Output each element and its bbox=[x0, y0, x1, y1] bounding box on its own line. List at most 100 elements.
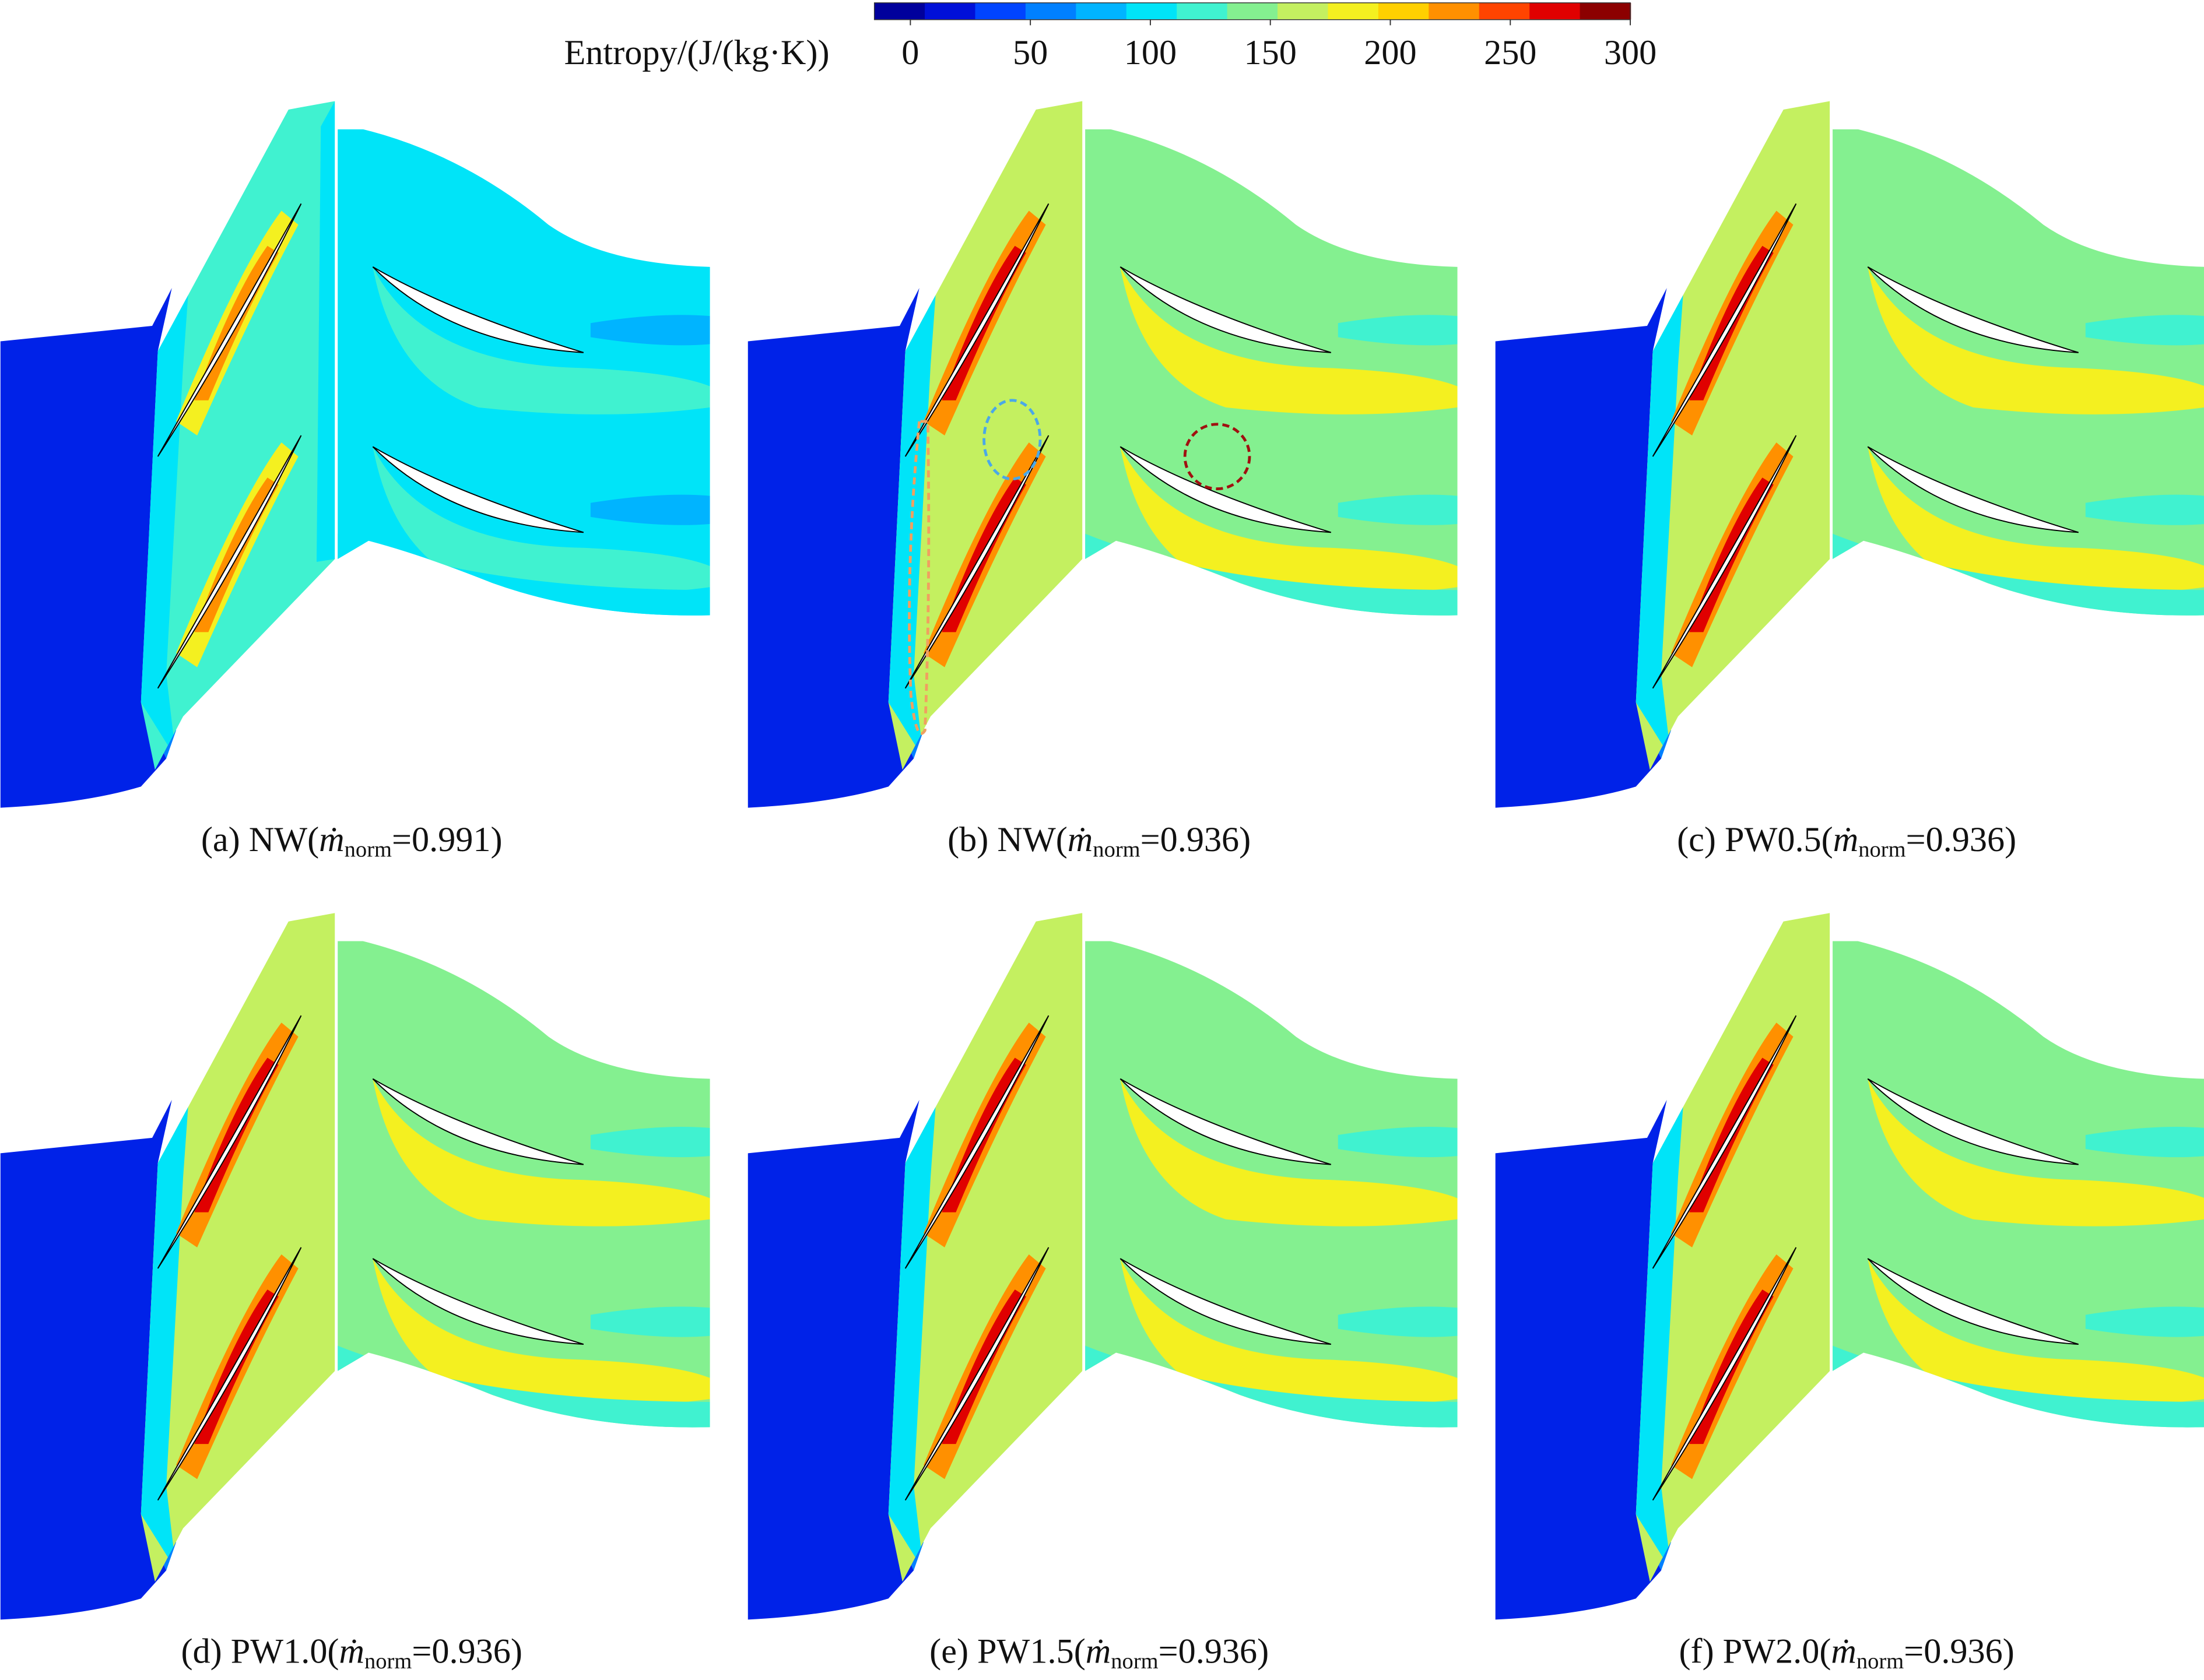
caption-symbol: ṁ bbox=[319, 820, 345, 859]
rotor-wake bbox=[1811, 913, 1830, 1374]
contour-panel: (d) PW1.0(ṁnorm=0.936) bbox=[0, 913, 710, 1674]
caption-prefix: (c) PW0.5( bbox=[1677, 820, 1833, 859]
colorbar-tick-label: 200 bbox=[1364, 33, 1416, 72]
contour-panel: (a) NW(ṁnorm=0.991) bbox=[0, 101, 710, 862]
stator-streak bbox=[1338, 1127, 1458, 1158]
stator-blade bbox=[1119, 1258, 1332, 1345]
stator-wake bbox=[1120, 1259, 1458, 1407]
rotor-wake bbox=[1064, 913, 1083, 1374]
rotor-blade bbox=[904, 203, 1050, 457]
panel-caption: (e) PW1.5(ṁnorm=0.936) bbox=[929, 1632, 1269, 1673]
panels: (a) NW(ṁnorm=0.991) (b) NW(ṁnorm=0.936) (c… bbox=[0, 101, 2204, 1674]
colorbar-segment bbox=[1126, 2, 1178, 20]
stator-wake bbox=[373, 447, 710, 595]
contour-panel: (e) PW1.5(ṁnorm=0.936) bbox=[747, 913, 1458, 1674]
colorbar-tick-label: 250 bbox=[1484, 33, 1536, 72]
caption-suffix: =0.936) bbox=[1904, 1632, 2015, 1671]
colorbar: 0 50 100 150 200 250 300 bbox=[873, 2, 1656, 72]
inlet-region bbox=[1495, 287, 1667, 808]
inlet-region bbox=[1495, 1099, 1667, 1620]
caption-prefix: (b) NW( bbox=[947, 820, 1068, 859]
caption-prefix: (f) PW2.0( bbox=[1679, 1632, 1831, 1671]
panel-caption: (f) PW2.0(ṁnorm=0.936) bbox=[1679, 1632, 2014, 1673]
rotor-wake bbox=[316, 101, 335, 562]
caption-subscript: norm bbox=[1858, 837, 1905, 862]
stator-domain bbox=[338, 129, 710, 616]
caption-suffix: =0.936) bbox=[1906, 820, 2017, 859]
stator-streak bbox=[590, 1127, 710, 1158]
rotor-blade bbox=[157, 435, 302, 689]
rotor-blade bbox=[1652, 1015, 1797, 1269]
caption-subscript: norm bbox=[345, 837, 392, 862]
colorbar-segment bbox=[1580, 2, 1631, 20]
annotation-circle bbox=[1183, 423, 1251, 490]
stator-blade bbox=[1119, 1078, 1332, 1165]
contour-panel: (c) PW0.5(ṁnorm=0.936) bbox=[1495, 101, 2204, 862]
stator-streak bbox=[590, 1306, 710, 1337]
rotor-domain bbox=[888, 913, 1083, 1582]
stator-blade bbox=[372, 1078, 584, 1165]
colorbar-segment bbox=[1328, 2, 1380, 20]
caption-prefix: (a) NW( bbox=[201, 820, 319, 859]
rotor-wake bbox=[1811, 101, 1830, 562]
stator-domain bbox=[1833, 129, 2204, 616]
panel-caption: (a) NW(ṁnorm=0.991) bbox=[201, 820, 503, 862]
rotor-edge bbox=[1636, 1078, 1686, 1571]
rotor-wake bbox=[1064, 101, 1083, 562]
colorbar-segment bbox=[975, 2, 1027, 20]
stator-wake bbox=[1120, 447, 1458, 595]
caption-suffix: =0.936) bbox=[412, 1632, 522, 1671]
stator-wake bbox=[373, 1078, 710, 1226]
stator-wake bbox=[1120, 266, 1458, 414]
annotation-circle bbox=[982, 399, 1042, 481]
stator-streak bbox=[1338, 1306, 1458, 1337]
stator-wake bbox=[373, 266, 710, 414]
stator-blade bbox=[1867, 266, 2079, 353]
rotor-domain bbox=[1636, 913, 1830, 1582]
inlet-region bbox=[747, 287, 919, 808]
caption-subscript: norm bbox=[364, 1649, 412, 1674]
rotor-edge bbox=[141, 1078, 191, 1571]
caption-symbol: ṁ bbox=[1831, 1632, 1856, 1671]
stator-wake bbox=[1868, 447, 2204, 595]
colorbar-segment bbox=[1429, 2, 1480, 20]
stator-wake bbox=[1868, 1078, 2204, 1226]
colorbar-tick-label: 100 bbox=[1124, 33, 1177, 72]
colorbar-segment bbox=[1278, 2, 1329, 20]
stator-domain bbox=[1833, 941, 2204, 1428]
stator-blade bbox=[1867, 1258, 2079, 1345]
stator-streak bbox=[2085, 1306, 2204, 1337]
rotor-edge bbox=[141, 266, 191, 759]
rotor-wake bbox=[316, 913, 335, 1374]
stator-blade bbox=[372, 266, 584, 353]
stator-streak bbox=[2085, 315, 2204, 346]
stator-blade bbox=[1119, 446, 1332, 533]
caption-prefix: (e) PW1.5( bbox=[929, 1632, 1086, 1671]
caption-prefix: (d) PW1.0( bbox=[181, 1632, 339, 1671]
caption-symbol: ṁ bbox=[1086, 1632, 1111, 1671]
caption-suffix: =0.991) bbox=[392, 820, 503, 859]
stator-streak bbox=[590, 494, 710, 525]
rotor-blade bbox=[1652, 435, 1797, 689]
stator-wake bbox=[373, 1259, 710, 1407]
caption-symbol: ṁ bbox=[339, 1632, 365, 1671]
stator-blade bbox=[372, 1258, 584, 1345]
rotor-blade bbox=[157, 1015, 302, 1269]
stator-wake bbox=[1868, 266, 2204, 414]
stator-streak bbox=[1338, 494, 1458, 525]
rotor-edge bbox=[888, 1078, 938, 1571]
rotor-domain bbox=[1636, 101, 1830, 770]
caption-symbol: ṁ bbox=[1833, 820, 1859, 859]
colorbar-frame bbox=[873, 2, 1631, 20]
stator-domain bbox=[1085, 941, 1458, 1428]
colorbar-tick-label: 150 bbox=[1244, 33, 1297, 72]
inlet-region bbox=[0, 287, 172, 808]
colorbar-segment bbox=[1025, 2, 1077, 20]
colorbar-segment bbox=[1177, 2, 1228, 20]
colorbar-label: Entropy/(J/(kg·K)) bbox=[564, 33, 830, 72]
rotor-edge bbox=[1636, 266, 1686, 759]
rotor-blade bbox=[157, 1247, 302, 1501]
stator-blade bbox=[1867, 446, 2079, 533]
colorbar-segment bbox=[874, 2, 926, 20]
